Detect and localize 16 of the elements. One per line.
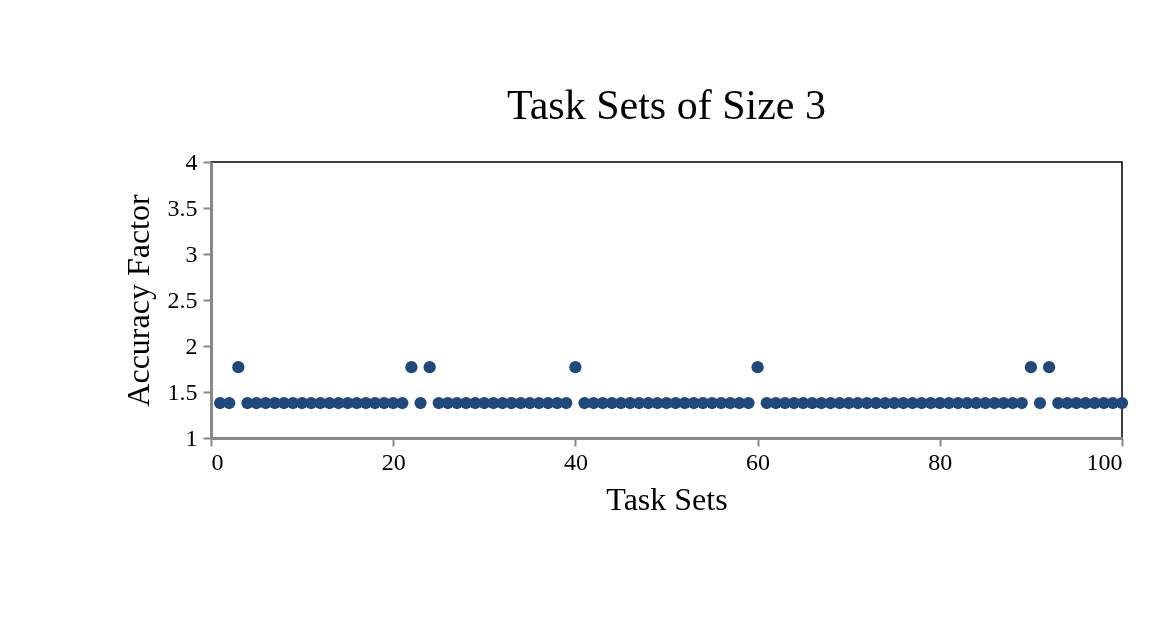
x-tick-label: 80 bbox=[928, 448, 953, 475]
y-axis-title: Accuracy Factor bbox=[119, 193, 156, 407]
y-tick-label: 3 bbox=[185, 240, 198, 267]
chart-title: Task Sets of Size 3 bbox=[506, 82, 827, 128]
y-tick-label: 1 bbox=[185, 424, 198, 451]
x-axis-title: Task Sets bbox=[606, 480, 728, 517]
x-tick-label: 40 bbox=[563, 448, 588, 475]
y-tick-label: 2.5 bbox=[167, 286, 198, 313]
x-tick-label: 20 bbox=[381, 448, 406, 475]
x-tick-label: 100 bbox=[1086, 448, 1123, 475]
x-tick-label: 0 bbox=[211, 448, 224, 475]
y-tick-label: 3.5 bbox=[167, 194, 198, 221]
x-tick-label: 60 bbox=[746, 448, 771, 475]
y-tick-label: 4 bbox=[185, 148, 198, 175]
y-tick-label: 2 bbox=[185, 332, 198, 359]
y-tick-label: 1.5 bbox=[167, 378, 198, 405]
